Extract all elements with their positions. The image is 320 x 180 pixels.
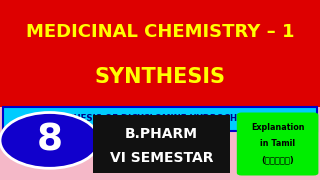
Text: VI SEMESTAR: VI SEMESTAR bbox=[110, 151, 213, 165]
Text: (தமிழ்): (தமிழ்) bbox=[261, 156, 294, 165]
FancyBboxPatch shape bbox=[3, 107, 317, 130]
Text: MEDICINAL CHEMISTRY – 1: MEDICINAL CHEMISTRY – 1 bbox=[26, 23, 294, 41]
Text: Explanation: Explanation bbox=[251, 123, 304, 132]
FancyBboxPatch shape bbox=[237, 112, 318, 176]
Text: B.PHARM: B.PHARM bbox=[125, 127, 198, 141]
Circle shape bbox=[0, 112, 99, 168]
FancyBboxPatch shape bbox=[93, 115, 230, 173]
Text: SYNTHESIS OF DICYCLOMINE HYDROCHLORIDE: SYNTHESIS OF DICYCLOMINE HYDROCHLORIDE bbox=[48, 114, 272, 123]
FancyBboxPatch shape bbox=[0, 0, 320, 107]
Text: SYNTHESIS: SYNTHESIS bbox=[94, 67, 226, 87]
Text: 8: 8 bbox=[36, 122, 63, 158]
Text: in Tamil: in Tamil bbox=[260, 140, 295, 148]
